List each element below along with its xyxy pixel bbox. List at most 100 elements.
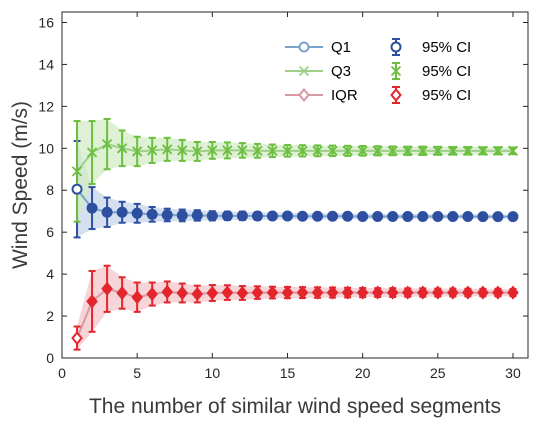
data-point bbox=[342, 210, 354, 222]
data-point bbox=[357, 145, 368, 156]
data-point bbox=[86, 147, 98, 158]
data-point bbox=[341, 285, 354, 300]
x-tick-label: 25 bbox=[430, 365, 446, 381]
data-point bbox=[402, 210, 414, 222]
y-tick-label: 10 bbox=[38, 140, 54, 156]
data-point bbox=[267, 145, 278, 156]
legend-line-marker bbox=[298, 65, 310, 77]
data-point bbox=[432, 210, 444, 222]
x-tick-label: 15 bbox=[280, 365, 296, 381]
axis-ticks bbox=[61, 12, 528, 359]
data-point bbox=[371, 285, 384, 300]
ci-band bbox=[77, 265, 513, 350]
y-tick-label: 12 bbox=[38, 98, 54, 114]
data-point bbox=[492, 145, 504, 156]
x-tick-label: 30 bbox=[505, 365, 521, 381]
data-point bbox=[237, 145, 248, 156]
data-point bbox=[312, 210, 324, 222]
data-point bbox=[206, 285, 219, 301]
data-point bbox=[146, 286, 158, 302]
data-point bbox=[266, 285, 279, 300]
x-tick-label: 20 bbox=[355, 365, 371, 381]
y-tick-label: 14 bbox=[38, 56, 54, 72]
data-point bbox=[176, 285, 189, 301]
tick-labels: 0 5 10 15 20 25 30 0 2 4 6 8 10 12 14 16 bbox=[38, 14, 521, 381]
data-point bbox=[101, 206, 113, 218]
data-point bbox=[296, 285, 309, 300]
data-point bbox=[221, 210, 233, 222]
data-point bbox=[71, 183, 83, 195]
data-point bbox=[191, 209, 203, 221]
data-point bbox=[417, 210, 429, 222]
data-point bbox=[252, 145, 263, 156]
data-point bbox=[311, 285, 324, 300]
data-point bbox=[251, 285, 264, 300]
data-point bbox=[372, 145, 383, 156]
data-point bbox=[251, 210, 263, 222]
data-point bbox=[116, 143, 128, 154]
data-point bbox=[101, 138, 113, 150]
data-point bbox=[297, 210, 309, 222]
data-point bbox=[236, 285, 249, 301]
data-point bbox=[161, 209, 173, 221]
data-point bbox=[342, 145, 353, 156]
data-point bbox=[507, 285, 519, 300]
legend-line-marker bbox=[298, 41, 310, 53]
x-tick-label: 10 bbox=[205, 365, 221, 381]
data-point bbox=[146, 208, 158, 220]
data-point bbox=[416, 285, 429, 300]
legend-line-marker bbox=[298, 87, 310, 103]
data-point bbox=[507, 211, 519, 223]
data-point bbox=[492, 285, 504, 300]
data-point bbox=[222, 145, 233, 156]
series-line bbox=[76, 143, 513, 172]
legend-ci-label: 95% CI bbox=[422, 63, 471, 80]
legend-ci-marker bbox=[390, 65, 402, 77]
data-point bbox=[297, 145, 308, 156]
data-point bbox=[477, 145, 489, 156]
y-tick-label: 2 bbox=[46, 308, 54, 324]
data-point bbox=[462, 145, 474, 156]
data-point bbox=[101, 281, 113, 296]
series-markers bbox=[71, 138, 519, 346]
legend-label: IQR bbox=[331, 87, 358, 104]
data-point bbox=[221, 285, 234, 300]
data-point bbox=[147, 145, 158, 156]
legend-ci-label: 95% CI bbox=[422, 87, 471, 104]
data-point bbox=[387, 210, 399, 222]
ci-band bbox=[77, 118, 513, 222]
legend: Q1 95% CI Q3 95% CI IQR 95% CI bbox=[285, 38, 471, 104]
y-tick-label: 0 bbox=[46, 350, 54, 366]
data-point bbox=[177, 145, 188, 156]
data-point bbox=[266, 210, 278, 222]
data-point bbox=[326, 285, 339, 300]
y-axis-label: Wind Speed (m/s) bbox=[9, 101, 32, 269]
data-point bbox=[477, 285, 489, 300]
x-tick-label: 0 bbox=[58, 365, 66, 381]
data-point bbox=[236, 210, 248, 222]
data-point bbox=[401, 285, 414, 300]
data-point bbox=[386, 285, 399, 300]
data-point bbox=[447, 285, 459, 300]
data-point bbox=[357, 210, 369, 222]
data-point bbox=[132, 146, 143, 157]
data-point bbox=[161, 284, 174, 300]
data-point bbox=[192, 146, 203, 157]
legend-ci-label: 95% CI bbox=[422, 39, 471, 56]
legend-label: Q3 bbox=[331, 63, 351, 80]
data-point bbox=[86, 294, 98, 309]
data-point bbox=[71, 330, 83, 346]
data-point bbox=[402, 145, 413, 156]
data-point bbox=[432, 285, 444, 300]
y-tick-label: 6 bbox=[46, 224, 54, 240]
data-point bbox=[327, 210, 339, 222]
data-point bbox=[176, 209, 188, 221]
data-point bbox=[131, 290, 143, 305]
data-point bbox=[417, 145, 428, 156]
data-point bbox=[507, 145, 519, 156]
data-point bbox=[86, 202, 98, 214]
data-point bbox=[312, 145, 323, 156]
data-point bbox=[477, 211, 489, 223]
data-point bbox=[462, 285, 474, 300]
